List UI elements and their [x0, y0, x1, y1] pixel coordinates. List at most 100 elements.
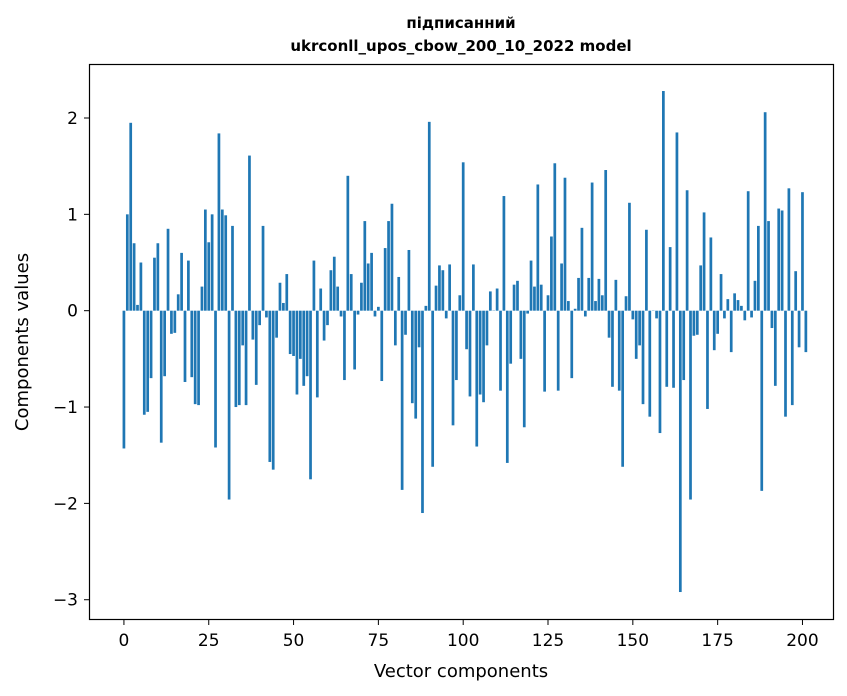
bar-79 [390, 203, 394, 311]
bar-185 [750, 310, 753, 318]
bar-140 [597, 278, 601, 311]
bar-50 [292, 310, 295, 356]
bar-20 [190, 310, 194, 378]
bar-120 [529, 260, 533, 311]
bar-138 [590, 182, 594, 311]
bar-81 [397, 276, 401, 311]
bar-119 [526, 310, 530, 314]
bar-90 [427, 121, 431, 311]
x-tick-label-200: 200 [786, 631, 818, 651]
bar-115 [512, 284, 516, 311]
bar-150 [631, 310, 635, 320]
bar-179 [729, 310, 733, 353]
bar-180 [733, 293, 736, 311]
bar-201 [804, 310, 808, 353]
bar-154 [645, 229, 648, 311]
bar-178 [726, 299, 730, 311]
bar-98 [455, 310, 458, 381]
bar-172 [706, 310, 709, 409]
bar-60 [326, 310, 329, 326]
bars-group [122, 91, 808, 593]
bar-118 [522, 310, 526, 428]
bar-73 [370, 252, 373, 311]
bar-143 [607, 310, 611, 338]
bar-78 [387, 221, 390, 311]
bar-108 [488, 291, 492, 311]
bar-139 [594, 301, 597, 311]
bar-183 [743, 310, 747, 321]
bar-136 [583, 310, 587, 317]
bar-38 [251, 310, 255, 340]
bar-56 [312, 260, 316, 311]
bar-95 [444, 310, 448, 319]
bar-171 [702, 212, 706, 311]
bar-192 [773, 310, 777, 386]
bar-45 [275, 310, 278, 338]
bar-124 [543, 310, 546, 392]
bar-123 [539, 284, 543, 311]
bar-7 [146, 310, 150, 412]
x-tick-label-125: 125 [532, 631, 564, 651]
bar-58 [319, 288, 323, 311]
chart-title-line-2: ukrconll_upos_cbow_200_10_2022 model [290, 37, 631, 55]
bar-28 [217, 133, 221, 311]
bar-169 [695, 310, 699, 335]
bar-76 [380, 310, 384, 382]
bar-165 [682, 310, 686, 381]
bar-196 [787, 188, 791, 311]
bar-37 [248, 155, 251, 311]
y-tick-label-0: 0 [67, 302, 78, 322]
bar-117 [519, 310, 523, 359]
bar-166 [685, 190, 689, 311]
bar-158 [658, 310, 662, 434]
bar-88 [421, 310, 424, 514]
bar-148 [624, 296, 628, 311]
bar-16 [176, 294, 180, 311]
bar-181 [736, 300, 740, 311]
bar-135 [580, 227, 584, 311]
bar-87 [417, 310, 421, 348]
bar-74 [373, 310, 377, 317]
bar-80 [393, 310, 397, 346]
bar-5 [139, 262, 143, 311]
bar-125 [546, 295, 550, 311]
bar-162 [672, 310, 675, 388]
bar-33 [234, 310, 238, 408]
x-tick-label-75: 75 [368, 631, 390, 651]
bar-195 [784, 310, 787, 417]
bar-35 [241, 310, 245, 346]
bar-121 [533, 286, 536, 311]
bar-0 [122, 310, 126, 449]
bar-131 [567, 301, 570, 311]
bar-63 [336, 286, 340, 311]
bar-92 [434, 285, 438, 311]
bar-114 [509, 310, 513, 364]
bar-193 [777, 208, 781, 311]
bar-116 [516, 280, 519, 311]
bar-110 [495, 288, 499, 311]
bar-57 [315, 310, 319, 398]
bar-112 [502, 196, 506, 311]
bar-11 [159, 310, 163, 443]
bar-142 [604, 170, 608, 311]
bar-36 [244, 310, 248, 406]
bar-187 [757, 225, 760, 311]
bar-194 [780, 210, 784, 311]
bar-1 [125, 214, 129, 311]
bar-65 [343, 310, 346, 381]
bar-129 [560, 263, 563, 311]
bar-22 [197, 310, 200, 406]
bar-127 [553, 163, 557, 311]
y-tick-label--3: −3 [53, 591, 78, 611]
bar-32 [231, 225, 234, 311]
y-axis-label: Components values [12, 253, 33, 431]
bar-151 [634, 310, 638, 359]
bar-160 [665, 310, 669, 387]
bar-101 [465, 310, 468, 350]
bar-105 [478, 310, 482, 395]
chart-title-line-1: підписанний [406, 14, 515, 32]
bar-67 [349, 274, 353, 311]
bar-4 [136, 304, 139, 311]
bar-19 [187, 260, 190, 311]
bar-144 [611, 310, 614, 387]
